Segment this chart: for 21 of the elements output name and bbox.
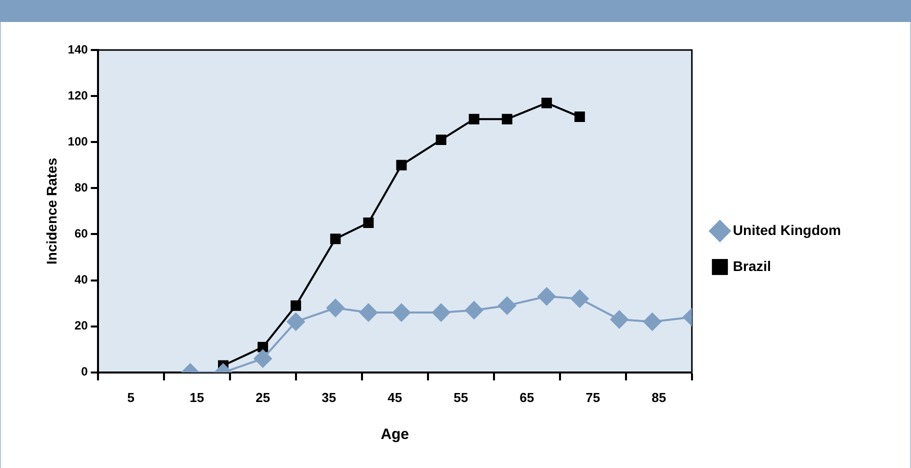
y-tick-label: 40: [74, 272, 88, 287]
legend-label: United Kingdom: [732, 222, 842, 238]
y-tick-label: 80: [74, 180, 88, 194]
x-tick-label: 75: [586, 390, 600, 405]
x-axis-title: Age: [380, 426, 410, 444]
y-tick-label: 120: [68, 88, 88, 102]
y-tick-label: 60: [74, 226, 88, 241]
x-tick-label: 5: [127, 390, 134, 405]
x-tick-label: 15: [190, 390, 204, 405]
legend-label: Brazil: [732, 258, 772, 274]
y-tick-label: 100: [68, 134, 88, 148]
x-tick-label: 85: [652, 390, 666, 405]
x-tick-label: 25: [256, 390, 270, 405]
x-tick-label: 65: [520, 390, 534, 405]
x-tick-label: 55: [454, 390, 468, 405]
x-tick-label: 35: [322, 390, 336, 405]
y-tick-label: 20: [74, 318, 88, 333]
y-axis-title: Incidence Rates: [43, 158, 60, 265]
y-tick-label: 0: [81, 364, 88, 379]
y-tick-label: 140: [68, 42, 88, 56]
x-tick-label: 45: [388, 390, 402, 405]
